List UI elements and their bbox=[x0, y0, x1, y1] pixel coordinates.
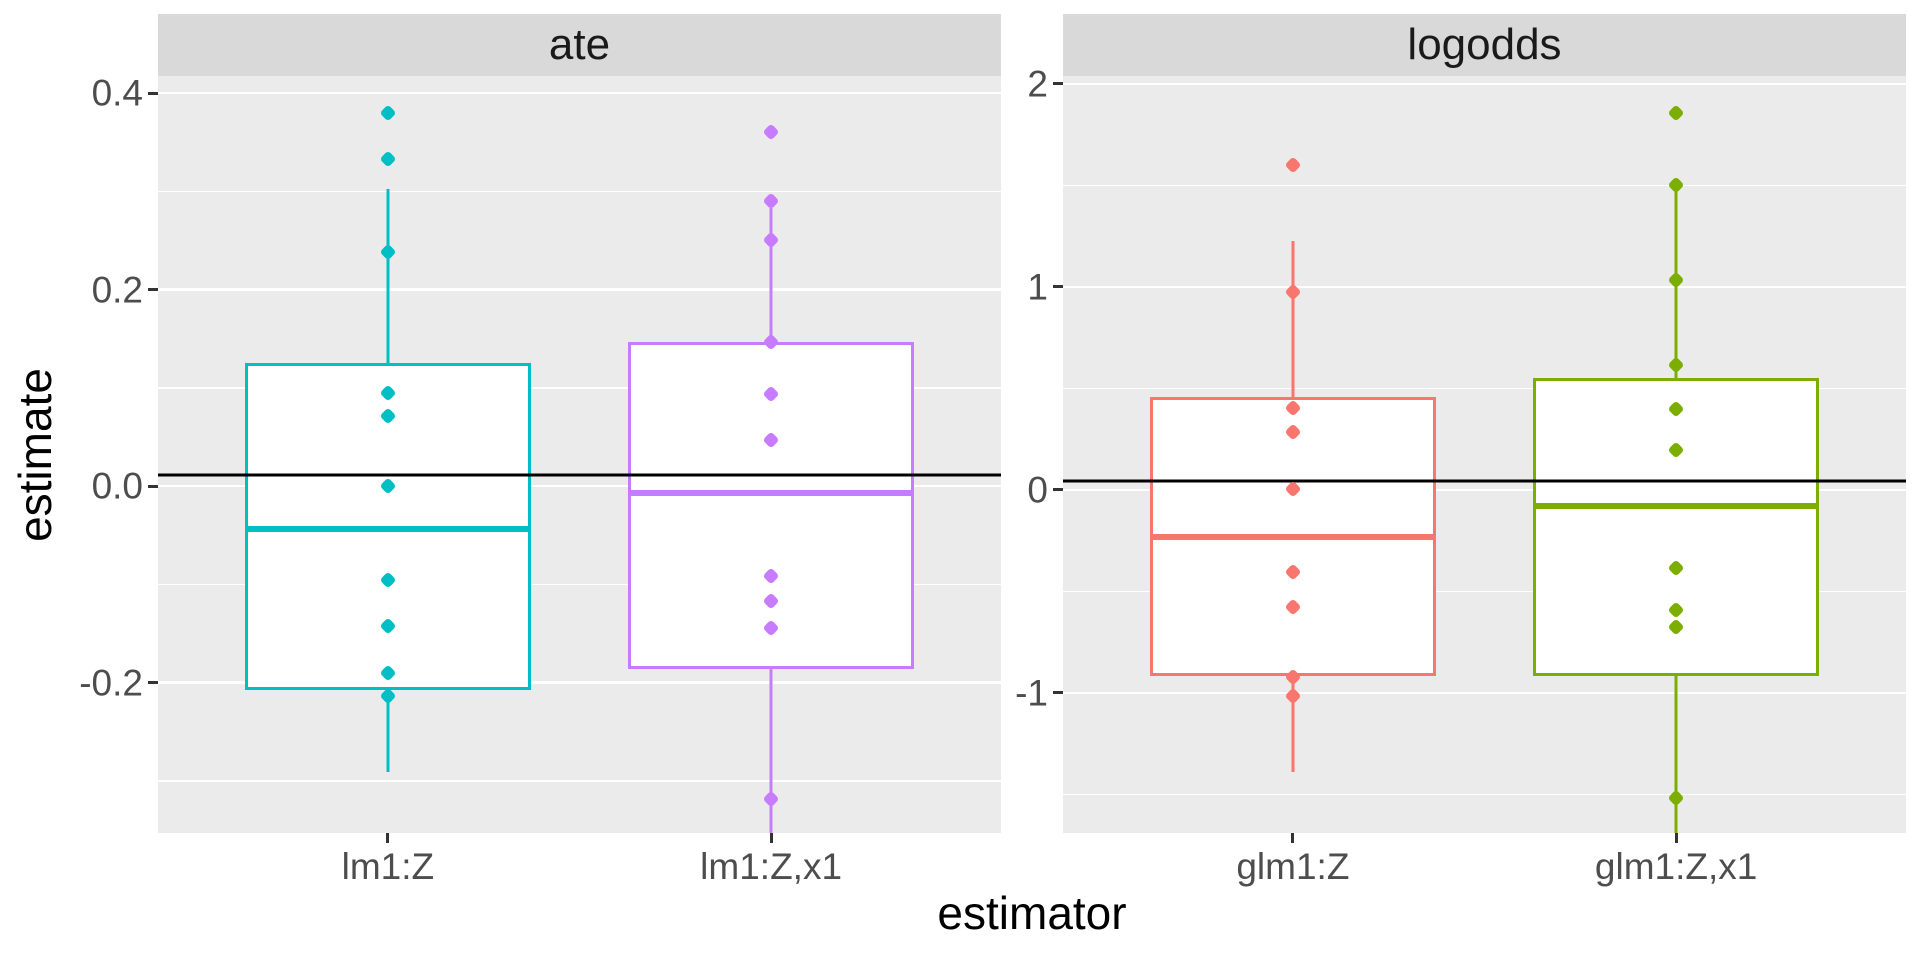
y-tick-mark bbox=[1053, 691, 1063, 695]
x-tick-mark bbox=[1674, 833, 1678, 843]
facet-strip: logodds bbox=[1063, 14, 1906, 76]
gridline-minor bbox=[158, 583, 1001, 586]
data-point bbox=[379, 243, 397, 261]
gridline-major bbox=[158, 681, 1001, 684]
data-point bbox=[379, 687, 397, 705]
x-tick-label: glm1:Z,x1 bbox=[1594, 846, 1758, 887]
gridline-major bbox=[158, 288, 1001, 291]
data-point bbox=[762, 231, 780, 249]
facet-strip: ate bbox=[158, 14, 1001, 76]
reference-line bbox=[158, 473, 1001, 477]
y-tick-label: 0.0 bbox=[91, 465, 143, 507]
reference-line bbox=[1063, 479, 1906, 483]
y-tick-mark bbox=[1053, 488, 1063, 492]
gridline-major bbox=[1063, 285, 1906, 289]
gridline-minor bbox=[158, 780, 1001, 782]
boxplot-whisker bbox=[386, 188, 390, 363]
boxplot-whisker bbox=[769, 669, 773, 833]
x-tick-mark bbox=[386, 833, 390, 843]
y-tick-label: 2 bbox=[1027, 63, 1048, 105]
y-tick-label: -1 bbox=[1015, 672, 1048, 714]
x-tick-mark bbox=[1291, 833, 1295, 843]
data-point bbox=[762, 192, 780, 210]
y-tick-label: 0.4 bbox=[91, 72, 143, 114]
x-tick-label: lm1:Z,x1 bbox=[700, 846, 843, 887]
x-tick-label: lm1:Z bbox=[341, 846, 435, 887]
data-point bbox=[379, 104, 397, 122]
gridline-minor bbox=[158, 190, 1001, 193]
gridline-minor bbox=[158, 387, 1001, 389]
y-tick-mark bbox=[148, 681, 158, 685]
boxplot-whisker bbox=[1291, 240, 1295, 397]
strip-label: ate bbox=[548, 20, 611, 69]
gridline-major bbox=[1063, 488, 1906, 492]
y-tick-mark bbox=[148, 484, 158, 488]
x-tick-mark bbox=[769, 833, 773, 843]
gridline-major bbox=[158, 91, 1001, 95]
data-point bbox=[1667, 104, 1685, 122]
gridline-minor bbox=[1063, 590, 1906, 593]
gridline-minor bbox=[1063, 387, 1906, 390]
strip-label: logodds bbox=[1407, 20, 1562, 69]
y-tick-mark bbox=[148, 288, 158, 292]
y-tick-label: 1 bbox=[1027, 266, 1048, 308]
gridline-major bbox=[1063, 691, 1906, 695]
y-tick-mark bbox=[148, 91, 158, 95]
boxplot-median bbox=[1533, 502, 1820, 509]
boxplot-whisker bbox=[769, 208, 773, 343]
facet-panel bbox=[158, 76, 1001, 833]
gridline-minor bbox=[1063, 793, 1906, 796]
boxplot-median bbox=[1149, 533, 1436, 540]
data-point bbox=[762, 123, 780, 141]
data-point bbox=[1667, 176, 1685, 194]
y-tick-mark bbox=[1053, 285, 1063, 289]
y-tick-label: -0.2 bbox=[79, 662, 143, 704]
boxplot-median bbox=[244, 525, 531, 532]
gridline-major bbox=[1063, 82, 1906, 86]
data-point bbox=[1284, 156, 1302, 174]
data-point bbox=[379, 150, 397, 168]
x-tick-label: glm1:Z bbox=[1236, 846, 1350, 887]
data-point bbox=[1667, 789, 1685, 807]
data-point bbox=[1284, 687, 1302, 705]
x-axis-title: estimator bbox=[937, 887, 1127, 939]
boxplot-whisker bbox=[1291, 675, 1295, 772]
boxplot-whisker bbox=[1674, 675, 1678, 833]
boxplot-box bbox=[1533, 377, 1820, 676]
y-tick-label: 0.2 bbox=[91, 269, 143, 311]
data-point bbox=[762, 790, 780, 808]
facet-panel bbox=[1063, 76, 1906, 833]
y-axis-title: estimate bbox=[9, 368, 61, 542]
gridline-minor bbox=[1063, 184, 1906, 187]
y-tick-mark bbox=[1053, 82, 1063, 86]
data-point bbox=[1667, 356, 1685, 374]
boxplot-median bbox=[628, 490, 915, 497]
y-tick-label: 0 bbox=[1027, 469, 1048, 511]
gridline-major bbox=[158, 484, 1001, 488]
boxplot-whisker bbox=[386, 689, 390, 773]
